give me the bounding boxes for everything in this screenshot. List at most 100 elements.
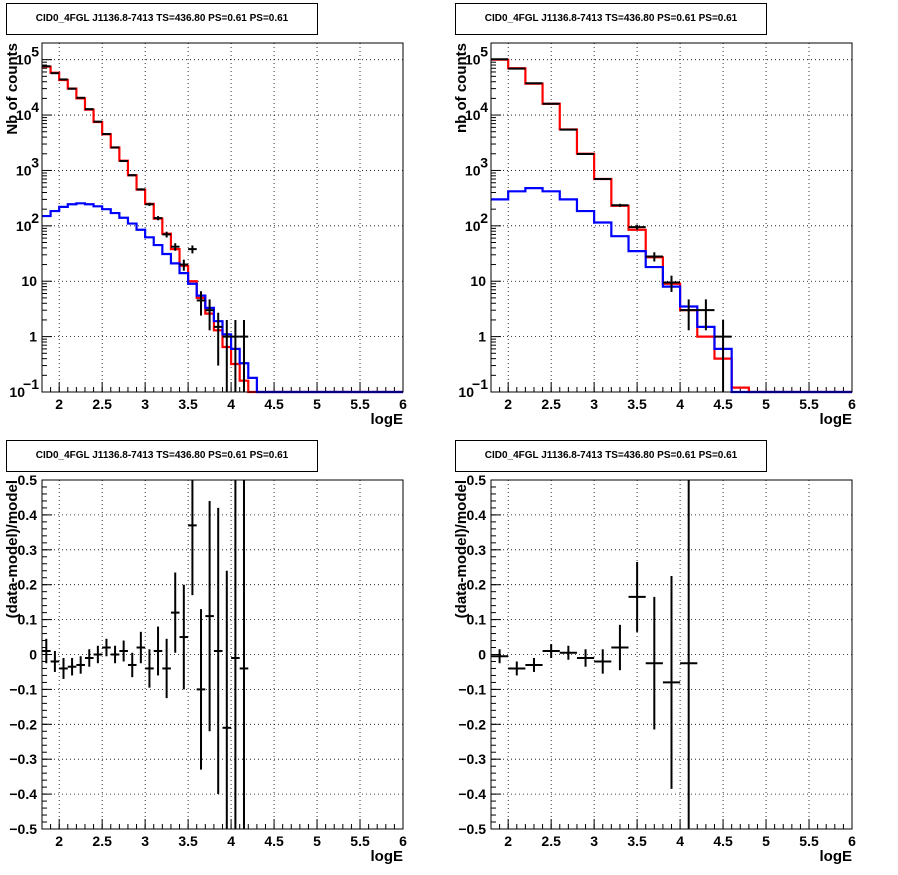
data-point xyxy=(213,507,223,795)
data-point xyxy=(576,649,595,667)
x-axis-title: logE xyxy=(371,411,404,428)
data-point xyxy=(67,657,77,676)
chart-title: CID0_4FGL J1136.8-7413 TS=436.80 PS=0.61… xyxy=(6,440,318,472)
x-tick-label: 5.5 xyxy=(350,833,370,849)
x-tick-label: 2.5 xyxy=(92,396,112,412)
data-point xyxy=(188,480,197,596)
x-tick-label: 4 xyxy=(227,396,235,412)
data-point xyxy=(136,631,146,664)
y-axis-title: (data-model)/model xyxy=(4,480,21,618)
x-tick-label: 6 xyxy=(848,833,856,849)
y-tick-exponent: −1 xyxy=(472,376,488,392)
y-tick-exponent: 2 xyxy=(480,210,488,226)
data-point xyxy=(110,146,120,149)
pad-top-left: CID0_4FGL J1136.8-7413 TS=436.80 PS=0.61… xyxy=(0,0,449,437)
data-point xyxy=(239,480,249,829)
x-tick-label: 2.5 xyxy=(541,833,561,849)
x-tick-label: 6 xyxy=(399,833,407,849)
data-point xyxy=(594,649,612,674)
y-tick-label: 0 xyxy=(29,647,37,663)
plot-frame xyxy=(490,42,853,393)
y-tick-label: 1 xyxy=(29,329,37,345)
y-tick-label: 10 xyxy=(21,273,37,289)
x-tick-label: 2 xyxy=(55,396,63,412)
data-point xyxy=(162,638,171,699)
y-tick-exponent: 5 xyxy=(31,44,39,60)
y-axis-title: Nb of counts xyxy=(4,43,21,135)
y-tick-label: −0.4 xyxy=(458,786,486,802)
x-axis-title: logE xyxy=(371,848,404,865)
data-point xyxy=(576,153,595,156)
chart-title: CID0_4FGL J1136.8-7413 TS=436.80 PS=0.61… xyxy=(6,3,318,35)
chart-svg: 2 2.5 3 3.5 4 4.5 5 5.5 6−110110210310410510logE… xyxy=(453,42,856,428)
y-tick-exponent: −1 xyxy=(23,376,39,392)
y-tick-label: 0.1 xyxy=(18,612,38,628)
y-tick-exponent: 3 xyxy=(31,154,39,170)
x-tick-label: 4 xyxy=(227,833,235,849)
x-tick-label: 4.5 xyxy=(713,833,733,849)
data-point xyxy=(93,645,103,664)
data-point xyxy=(179,259,189,271)
data-point xyxy=(127,174,137,177)
chart-title: CID0_4FGL J1136.8-7413 TS=436.80 PS=0.61… xyxy=(455,3,767,35)
data-point xyxy=(508,661,526,676)
plot-frame xyxy=(41,479,404,830)
data-point xyxy=(119,640,128,662)
y-tick-label: −0.3 xyxy=(458,751,486,767)
data-point xyxy=(559,645,577,660)
x-tick-label: 5.5 xyxy=(799,833,819,849)
y-tick-label: 10 xyxy=(465,218,481,234)
x-tick-label: 6 xyxy=(848,396,856,412)
data-point xyxy=(76,656,85,674)
data-point xyxy=(102,638,111,657)
data-point xyxy=(205,500,214,732)
data-point xyxy=(50,651,60,672)
pad-bottom-right: CID0_4FGL J1136.8-7413 TS=436.80 PS=0.61… xyxy=(449,437,898,875)
data-point xyxy=(213,312,223,366)
data-point xyxy=(179,584,189,690)
y-tick-exponent: 4 xyxy=(31,99,39,115)
y-tick-exponent: 5 xyxy=(480,44,488,60)
y-tick-label: −0.4 xyxy=(9,786,37,802)
data-point xyxy=(196,609,206,770)
plot-frame xyxy=(490,479,853,830)
x-tick-label: 4 xyxy=(676,396,684,412)
chart-svg: 2 2.5 3 3.5 4 4.5 5 5.5 6 −0.5 −0.4 −0.3 −0.2 −0.1 0 0.… xyxy=(453,472,856,865)
data-point xyxy=(145,649,154,688)
x-tick-label: 3 xyxy=(590,833,598,849)
data-point xyxy=(559,128,577,131)
y-tick-label: −0.5 xyxy=(9,821,37,837)
data-point xyxy=(110,645,120,664)
data-point xyxy=(645,252,663,262)
pad-bottom-left: CID0_4FGL J1136.8-7413 TS=436.80 PS=0.61… xyxy=(0,437,449,875)
y-tick-label: 0.4 xyxy=(467,507,487,523)
x-tick-label: 5.5 xyxy=(799,396,819,412)
x-tick-label: 5 xyxy=(313,833,321,849)
data-point xyxy=(662,575,681,789)
data-point xyxy=(42,638,51,664)
x-tick-label: 5 xyxy=(762,396,770,412)
x-tick-label: 3 xyxy=(141,396,149,412)
y-tick-label: 0.5 xyxy=(18,472,38,488)
data-point xyxy=(680,480,698,829)
data-point xyxy=(680,299,698,331)
y-tick-label: 0.3 xyxy=(467,542,487,558)
y-axis-title: (data-model)/model xyxy=(453,480,470,618)
chart-title: CID0_4FGL J1136.8-7413 TS=436.80 PS=0.61… xyxy=(455,440,767,472)
x-tick-label: 4.5 xyxy=(264,396,284,412)
y-tick-label: 10 xyxy=(465,162,481,178)
x-tick-label: 3.5 xyxy=(178,396,198,412)
data-point xyxy=(93,120,103,123)
x-tick-label: 6 xyxy=(399,396,407,412)
y-tick-label: 0.2 xyxy=(467,577,487,593)
data-point xyxy=(170,572,180,653)
y-tick-label: 0.2 xyxy=(18,577,38,593)
data-point xyxy=(231,319,240,392)
x-tick-label: 2.5 xyxy=(541,396,561,412)
data-point xyxy=(102,133,111,136)
data-point xyxy=(162,231,171,238)
x-tick-label: 4 xyxy=(676,833,684,849)
x-tick-label: 3.5 xyxy=(627,833,647,849)
y-tick-label: 0.4 xyxy=(18,507,38,523)
y-tick-label: 10 xyxy=(16,107,32,123)
